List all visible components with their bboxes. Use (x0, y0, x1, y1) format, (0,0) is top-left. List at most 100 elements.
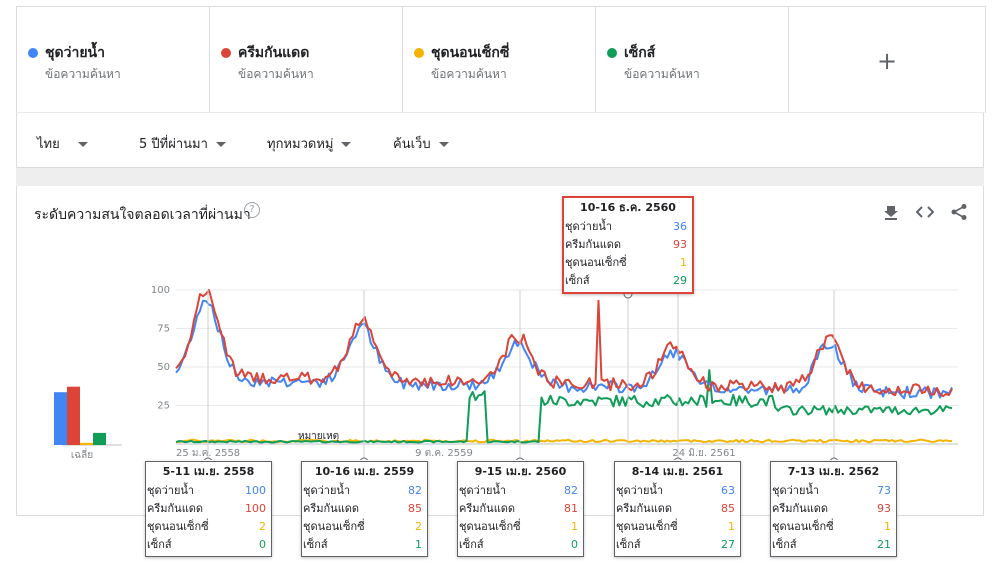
time-filter-label: 5 ปีที่ผ่านมา (139, 137, 208, 152)
term-3[interactable]: ชุดนอนเซ็กซี่ ข้อความค้นหา (403, 7, 596, 113)
hover-marker (515, 457, 525, 460)
tooltip-row: เซ็กส์ 0 (146, 536, 271, 554)
download-icon[interactable] (882, 203, 900, 221)
term-2-color-dot (221, 48, 231, 58)
series-value: 81 (564, 502, 578, 515)
hover-marker (203, 457, 213, 460)
embed-code-icon[interactable] (916, 203, 934, 221)
region-filter-label: ไทย (37, 137, 60, 152)
x-tick-label: 9 ต.ค. 2559 (415, 448, 473, 459)
average-bar-1 (54, 392, 67, 445)
share-icon[interactable] (950, 203, 968, 221)
tooltip-date: 10-16 เม.ย. 2559 (314, 465, 415, 478)
tooltip-row: เซ็กส์ 21 (771, 536, 896, 554)
tooltip-2019: 7-13 เม.ย. 2562 ชุดว่ายน้ำ 73 ครีมกันแดด 9… (770, 461, 897, 557)
term-2[interactable]: ครีมกันแดด ข้อความค้นหา (210, 7, 403, 113)
series-value: 2 (415, 520, 422, 533)
category-filter-label: ทุกหมวดหมู่ (267, 137, 334, 152)
tooltip-row: ชุดนอนเซ็กซี่ 2 (302, 518, 427, 536)
add-term-button[interactable]: + (876, 47, 898, 75)
series-value: 82 (564, 484, 578, 497)
series-name: ครีมกันแดด (147, 502, 204, 515)
series-value: 27 (721, 538, 735, 551)
term-4[interactable]: เซ็กส์ ข้อความค้นหา (596, 7, 789, 113)
card-title: ระดับความสนใจตลอดเวลาที่ผ่านมา (34, 207, 251, 223)
tooltip-row: ชุดว่ายน้ำ 73 (771, 482, 896, 500)
series-value: 100 (245, 484, 266, 497)
series-name: เซ็กส์ (616, 538, 641, 551)
series-name: ครีมกันแดด (303, 502, 360, 515)
tooltip-row: ครีมกันแดด 93 (564, 236, 692, 254)
series-value: 36 (673, 220, 687, 233)
time-filter[interactable]: 5 ปีที่ผ่านมา (139, 133, 226, 154)
series-value: 63 (721, 484, 735, 497)
tooltip-row: ครีมกันแดด 100 (146, 500, 271, 518)
term-4-type: ข้อความค้นหา (624, 67, 700, 81)
x-tick-label: 24 มิ.ย. 2561 (672, 448, 735, 459)
series-value: 21 (877, 538, 891, 551)
average-label: เฉลี่ย (71, 447, 93, 460)
tooltip-row: ชุดนอนเซ็กซี่ 1 (458, 518, 583, 536)
series-value: 73 (877, 484, 891, 497)
tooltip-2016: 10-16 เม.ย. 2559 ชุดว่ายน้ำ 82 ครีมกันแดด… (301, 461, 428, 557)
series-name: เซ็กส์ (565, 274, 590, 287)
term-1-color-dot (28, 48, 38, 58)
tooltip-row: ชุดว่ายน้ำ 36 (564, 218, 692, 236)
section-divider (16, 168, 984, 186)
tooltip-row: ชุดว่ายน้ำ 63 (615, 482, 740, 500)
y-tick-label: 50 (157, 362, 170, 373)
category-filter[interactable]: ทุกหมวดหมู่ (267, 133, 352, 154)
comparison-terms-bar: ชุดว่ายน้ำ ข้อความค้นหา ครีมกันแดด ข้อคว… (16, 6, 986, 113)
series-name: ชุดว่ายน้ำ (772, 484, 820, 497)
tooltip-row: เซ็กส์ 27 (615, 536, 740, 554)
tooltip-row: ครีมกันแดด 81 (458, 500, 583, 518)
tooltip-row: เซ็กส์ 1 (302, 536, 427, 554)
series-name: ครีมกันแดด (772, 502, 829, 515)
series-value: 93 (877, 502, 891, 515)
tooltip-row: ชุดว่ายน้ำ 82 (458, 482, 583, 500)
series-name: เซ็กส์ (772, 538, 797, 551)
series-name: ชุดนอนเซ็กซี่ (616, 520, 678, 533)
tooltip-2018: 8-14 เม.ย. 2561 ชุดว่ายน้ำ 63 ครีมกันแดด 8… (614, 461, 741, 557)
search-property-filter[interactable]: ค้นเว็บ (393, 133, 449, 154)
tooltip-date: 8-14 เม.ย. 2561 (631, 465, 724, 478)
series-value: 100 (245, 502, 266, 515)
series-name: เซ็กส์ (147, 538, 172, 551)
search-property-filter-label: ค้นเว็บ (393, 137, 431, 152)
series-name: ชุดว่ายน้ำ (565, 220, 613, 233)
help-icon[interactable]: ? (244, 202, 260, 218)
term-1[interactable]: ชุดว่ายน้ำ ข้อความค้นหา (17, 7, 210, 113)
series-name: ชุดนอนเซ็กซี่ (303, 520, 365, 533)
series-name: ชุดว่ายน้ำ (147, 484, 195, 497)
hover-marker (673, 457, 683, 460)
term-3-type: ข้อความค้นหา (431, 67, 507, 81)
series-name: ครีมกันแดด (565, 238, 622, 251)
note-label[interactable]: หมายเหตุ (298, 431, 339, 442)
chevron-down-icon (77, 142, 88, 147)
series-name: ชุดนอนเซ็กซี่ (459, 520, 521, 533)
hover-marker (829, 457, 839, 460)
series-name: ชุดนอนเซ็กซี่ (565, 256, 627, 269)
tooltip-row: ชุดนอนเซ็กซี่ 1 (771, 518, 896, 536)
series-value: 1 (884, 520, 891, 533)
average-bar-3 (80, 442, 93, 445)
term-2-name: ครีมกันแดด (238, 45, 310, 61)
y-tick-label: 25 (157, 401, 170, 412)
series-name: ครีมกันแดด (616, 502, 673, 515)
term-1-type: ข้อความค้นหา (45, 67, 121, 81)
tooltip-highlighted: 10-16 ธ.ค. 2560 ชุดว่ายน้ำ 36 ครีมกันแดด 9… (562, 196, 694, 294)
series-value: 82 (408, 484, 422, 497)
tooltip-date: 5-11 เม.ย. 2558 (162, 465, 255, 478)
series-name: ชุดว่ายน้ำ (303, 484, 351, 497)
y-tick-label: 75 (157, 324, 170, 335)
term-4-color-dot (607, 48, 617, 58)
term-2-type: ข้อความค้นหา (238, 67, 314, 81)
tooltip-date: 10-16 ธ.ค. 2560 (580, 201, 676, 214)
series-value: 1 (571, 520, 578, 533)
chevron-down-icon (215, 142, 226, 147)
series-name: ชุดนอนเซ็กซี่ (772, 520, 834, 533)
series-value: 2 (259, 520, 266, 533)
region-filter[interactable]: ไทย (37, 133, 88, 154)
filters-bar: ไทย 5 ปีที่ผ่านมา ทุกหมวดหมู่ ค้นเว็บ (16, 112, 984, 168)
series-value: 0 (259, 538, 266, 551)
